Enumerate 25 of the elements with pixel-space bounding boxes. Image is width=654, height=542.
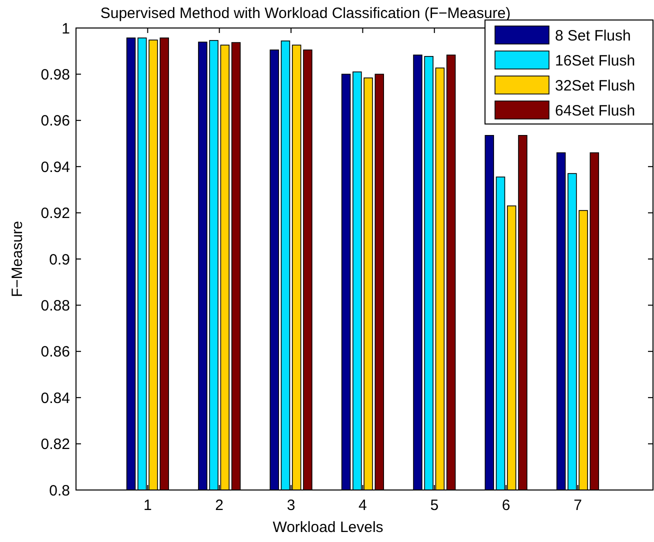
y-axis-title: F−Measure (9, 220, 26, 298)
x-axis-title: Workload Levels (272, 519, 384, 536)
y-tick-label: 0.96 (40, 112, 70, 130)
legend-label: 8 Set Flush (555, 27, 631, 44)
legend-label: 32Set Flush (555, 77, 636, 94)
legend-label: 16Set Flush (555, 52, 636, 70)
y-tick-label: 0.86 (40, 344, 70, 361)
chart-title: Supervised Method with Workload Classification (F−Measure) (100, 5, 511, 22)
x-tick-label: 2 (215, 497, 224, 514)
x-tick-label: 3 (286, 497, 296, 514)
y-tick-label: 0.94 (40, 158, 70, 176)
y-tick-label: 0.98 (40, 66, 70, 84)
x-tick-label: 4 (358, 497, 367, 514)
y-tick-label: 0.82 (40, 436, 70, 454)
y-tick-label: 1 (62, 20, 70, 38)
x-tick-label: 5 (430, 497, 439, 514)
x-tick-label: 1 (144, 497, 152, 514)
y-tick-label: 0.84 (40, 390, 70, 407)
legend-label: 64Set Flush (555, 102, 636, 120)
y-tick-label: 0.8 (49, 482, 70, 500)
x-tick-label: 7 (574, 497, 582, 514)
y-tick-label: 0.92 (40, 205, 70, 222)
x-tick-label: 6 (502, 497, 510, 514)
y-tick-label: 0.88 (40, 297, 70, 314)
y-tick-label: 0.9 (49, 251, 70, 268)
